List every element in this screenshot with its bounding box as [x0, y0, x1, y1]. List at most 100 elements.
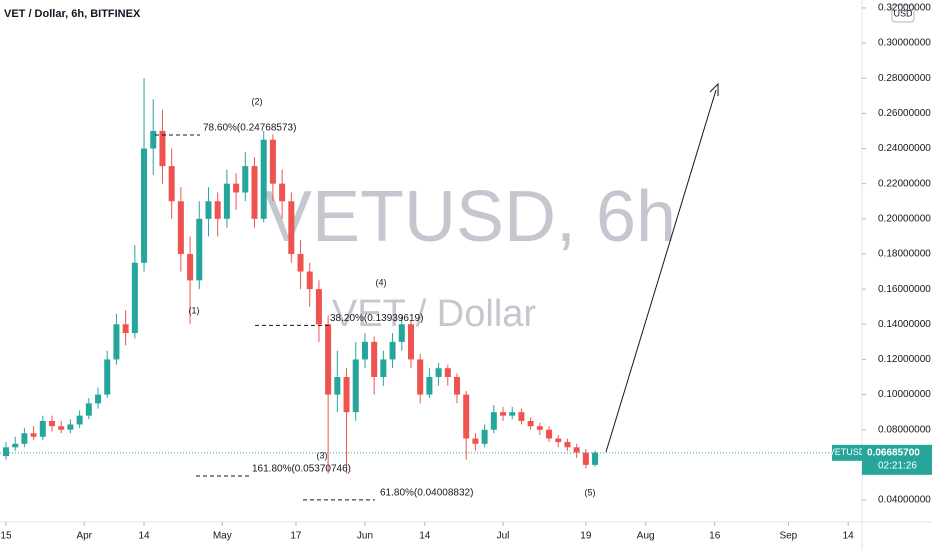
watermark: VETUSD, 6h	[264, 177, 676, 257]
candle-body	[490, 412, 497, 430]
candle-body	[187, 253, 194, 281]
candle-body	[454, 377, 461, 395]
y-tick-label: 0.28000000	[878, 73, 931, 84]
candle-body	[141, 148, 148, 263]
price-badge	[862, 444, 932, 475]
candle-body	[12, 443, 19, 448]
fib-label: 61.80%(0.04008832)	[380, 488, 473, 499]
candle-body	[463, 394, 470, 439]
candle-body	[196, 218, 203, 281]
x-tick-label: May	[213, 531, 232, 542]
candle-body	[131, 262, 138, 334]
y-tick-label: 0.24000000	[878, 143, 931, 154]
candle-body	[527, 420, 534, 427]
x-tick-label: Jul	[497, 531, 510, 542]
candle-body	[573, 447, 580, 453]
candle-body	[555, 438, 562, 443]
wave-label: (4)	[376, 277, 387, 287]
candle-body	[361, 341, 368, 360]
candle-body	[113, 324, 120, 360]
x-tick-label: 14	[419, 531, 431, 542]
candle-body	[85, 403, 92, 416]
candle-body	[407, 324, 414, 360]
candle-body	[67, 424, 74, 430]
x-tick-label: Sep	[779, 531, 797, 542]
chart-title[interactable]: VET / Dollar, 6h, BITFINEX	[4, 8, 141, 20]
candle-body	[251, 166, 258, 219]
fib-label: 161.80%(0.05370746)	[252, 464, 351, 475]
x-tick-label: 14	[138, 531, 150, 542]
wave-label: (5)	[585, 487, 596, 497]
y-tick-label: 0.20000000	[878, 213, 931, 224]
candle-body	[2, 447, 9, 457]
candle-body	[95, 394, 102, 404]
candle-body	[150, 130, 157, 149]
candle-body	[435, 368, 442, 377]
candle-body	[398, 324, 405, 342]
x-tick-label: 15	[0, 531, 12, 542]
y-tick-label: 0.04000000	[878, 495, 931, 506]
y-tick-label: 0.14000000	[878, 319, 931, 330]
x-tick-label: Jun	[357, 531, 373, 542]
candle-body	[380, 359, 387, 377]
candle-body	[21, 433, 28, 444]
candle-body	[297, 253, 304, 272]
candle-body	[306, 271, 313, 290]
candle-body	[205, 201, 212, 219]
candle-body	[49, 420, 56, 427]
candle-body	[371, 341, 378, 377]
currency-box[interactable]	[891, 4, 915, 23]
candle-body	[426, 377, 433, 395]
candle-body	[104, 359, 111, 395]
fib-label: 38.20%(0.13939619)	[330, 313, 423, 324]
candle-body	[242, 166, 249, 193]
candle-body	[177, 201, 184, 254]
currency[interactable]: USD	[893, 8, 913, 18]
y-tick-label: 0.32000000	[878, 3, 931, 14]
wave-label: (1)	[189, 305, 200, 315]
candle-body	[76, 415, 83, 425]
wave-label: (2)	[252, 96, 263, 106]
fib-label: 78.60%(0.24768573)	[203, 123, 296, 134]
y-tick-label: 0.08000000	[878, 424, 931, 435]
candle-body	[269, 139, 276, 184]
wave-label: (3)	[317, 450, 328, 460]
y-tick-label: 0.22000000	[878, 178, 931, 189]
x-tick-label: 16	[709, 531, 721, 542]
candle-body	[472, 438, 479, 444]
y-tick-label: 0.18000000	[878, 249, 931, 260]
candle-body	[334, 377, 341, 395]
candle-body	[122, 324, 129, 334]
candle-body	[481, 429, 488, 444]
arrow-head	[709, 82, 719, 96]
x-tick-label: 14	[843, 531, 855, 542]
candle-body	[288, 201, 295, 254]
candle-body	[315, 289, 322, 325]
y-tick-label: 0.10000000	[878, 389, 931, 400]
candle-body	[417, 359, 424, 395]
price-label: 0.06685700	[867, 447, 920, 458]
candle-body	[518, 412, 525, 421]
candle-body	[536, 426, 543, 430]
candle-body	[352, 359, 359, 413]
candle-body	[564, 442, 571, 448]
y-tick-label: 0.16000000	[878, 284, 931, 295]
candle-body	[389, 341, 396, 360]
candle-body	[260, 139, 267, 219]
candle-body	[223, 183, 230, 219]
candle-body	[214, 201, 221, 219]
candle-body	[546, 429, 553, 439]
candle-body	[279, 183, 286, 202]
candle-body	[233, 183, 240, 193]
countdown-label: 02:21:26	[878, 460, 917, 471]
candle-body	[509, 412, 516, 416]
candle-body	[592, 452, 599, 465]
candle-body	[58, 426, 65, 430]
projection-arrow	[605, 89, 717, 453]
x-tick-label: 17	[290, 531, 302, 542]
y-tick-label: 0.12000000	[878, 354, 931, 365]
symbol-label: VETUSD	[829, 447, 866, 457]
